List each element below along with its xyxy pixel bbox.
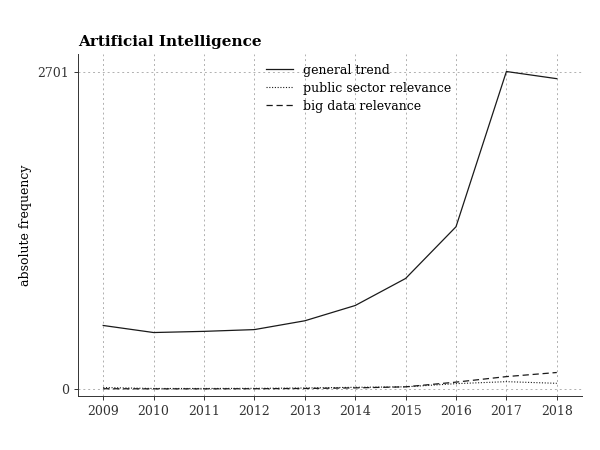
general trend <box>402 276 409 281</box>
Legend: general trend, public sector relevance, big data relevance: general trend, public sector relevance, … <box>266 63 451 112</box>
Line: big data relevance: big data relevance <box>103 373 557 389</box>
general trend <box>352 303 359 308</box>
public sector relevance <box>200 386 208 391</box>
big data relevance <box>301 386 308 391</box>
big data relevance <box>100 386 107 391</box>
public sector relevance <box>352 385 359 390</box>
big data relevance <box>200 386 208 391</box>
big data relevance <box>352 385 359 391</box>
Text: Artificial Intelligence: Artificial Intelligence <box>78 35 262 49</box>
general trend <box>251 327 258 332</box>
public sector relevance <box>100 385 107 390</box>
general trend <box>452 224 460 230</box>
Line: general trend: general trend <box>103 72 557 333</box>
public sector relevance <box>553 381 560 386</box>
big data relevance <box>251 386 258 391</box>
Y-axis label: absolute frequency: absolute frequency <box>19 164 32 286</box>
general trend <box>150 330 157 335</box>
big data relevance <box>553 370 560 375</box>
big data relevance <box>503 374 510 379</box>
general trend <box>200 328 208 334</box>
general trend <box>553 76 560 81</box>
public sector relevance <box>150 386 157 391</box>
big data relevance <box>452 379 460 385</box>
public sector relevance <box>251 386 258 391</box>
public sector relevance <box>301 385 308 391</box>
big data relevance <box>150 386 157 391</box>
public sector relevance <box>452 381 460 387</box>
public sector relevance <box>503 379 510 384</box>
general trend <box>503 69 510 74</box>
general trend <box>301 318 308 324</box>
general trend <box>100 323 107 328</box>
public sector relevance <box>402 384 409 390</box>
Line: public sector relevance: public sector relevance <box>103 382 557 388</box>
big data relevance <box>402 384 409 390</box>
